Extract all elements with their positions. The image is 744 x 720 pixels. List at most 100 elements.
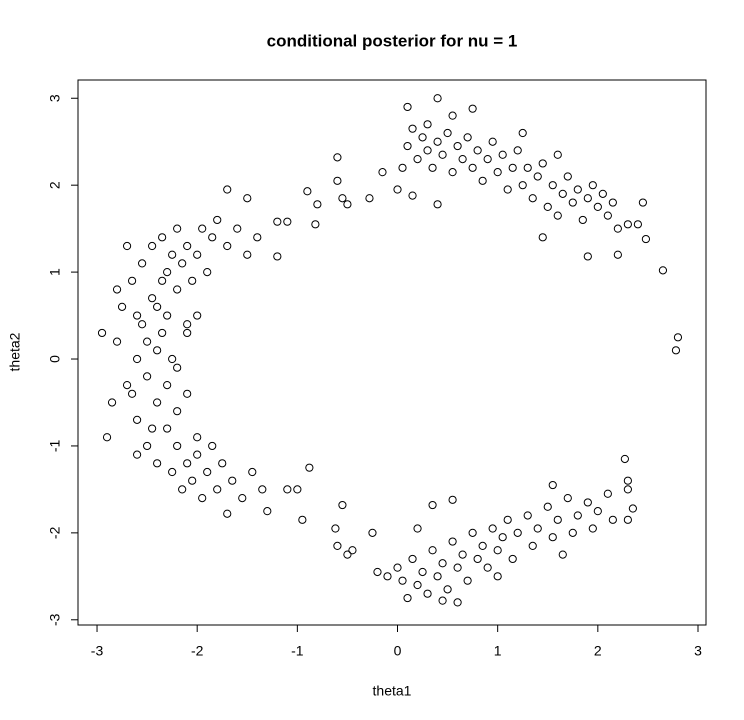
point xyxy=(338,500,347,510)
point xyxy=(132,311,142,320)
point xyxy=(613,224,622,233)
point xyxy=(283,485,292,494)
point xyxy=(483,154,492,164)
point xyxy=(528,194,537,203)
point xyxy=(383,572,392,581)
point xyxy=(503,185,512,194)
point xyxy=(193,311,202,320)
point xyxy=(398,163,407,172)
point xyxy=(428,163,437,172)
point xyxy=(122,241,132,251)
point xyxy=(443,585,452,594)
point xyxy=(258,485,267,494)
point xyxy=(593,507,602,516)
point xyxy=(438,150,447,159)
point xyxy=(393,185,402,194)
point xyxy=(305,463,314,472)
point xyxy=(218,459,227,468)
point xyxy=(488,137,497,146)
point xyxy=(458,550,467,559)
point xyxy=(658,266,668,275)
point xyxy=(548,480,557,490)
point xyxy=(173,407,182,416)
y-tick-label: 0 xyxy=(47,355,63,363)
point xyxy=(513,528,522,537)
point xyxy=(213,215,222,225)
x-tick-label: 3 xyxy=(694,643,702,659)
y-tick-label: -2 xyxy=(47,526,63,539)
point xyxy=(583,498,592,507)
x-tick-label: -1 xyxy=(291,643,304,659)
point xyxy=(468,163,477,172)
point xyxy=(613,250,622,259)
point xyxy=(373,567,382,577)
point xyxy=(228,476,237,485)
y-axis-title: theta2 xyxy=(7,332,23,371)
x-tick-label: 1 xyxy=(494,643,502,659)
point xyxy=(638,198,647,207)
point xyxy=(538,233,547,242)
point xyxy=(107,398,117,407)
point xyxy=(238,493,247,503)
point xyxy=(588,524,597,533)
point xyxy=(193,250,202,259)
point xyxy=(283,217,292,226)
point xyxy=(178,259,187,268)
point xyxy=(453,598,462,607)
point xyxy=(132,450,142,459)
point xyxy=(163,267,172,277)
point xyxy=(198,224,207,233)
point xyxy=(468,528,477,537)
point xyxy=(243,194,252,203)
point xyxy=(583,252,592,261)
point xyxy=(553,211,562,220)
x-tick-label: -3 xyxy=(91,643,104,659)
point xyxy=(233,224,242,233)
point xyxy=(343,200,352,209)
point xyxy=(623,476,632,485)
point xyxy=(568,198,577,207)
point xyxy=(473,146,482,155)
point xyxy=(528,541,537,551)
point xyxy=(623,485,632,494)
point xyxy=(173,363,182,372)
point xyxy=(448,111,457,120)
point xyxy=(223,241,232,251)
point xyxy=(273,252,282,261)
point xyxy=(168,467,177,477)
point xyxy=(193,450,202,459)
point xyxy=(598,189,607,198)
point xyxy=(473,554,482,564)
point xyxy=(603,211,612,220)
point xyxy=(148,424,157,433)
point xyxy=(183,389,192,398)
point xyxy=(163,311,172,320)
point xyxy=(153,398,162,407)
point xyxy=(608,198,617,207)
point xyxy=(548,181,557,190)
point xyxy=(671,346,681,355)
point xyxy=(198,493,207,503)
point xyxy=(438,559,447,568)
point xyxy=(418,567,427,577)
point xyxy=(633,220,642,229)
point xyxy=(533,172,542,181)
point xyxy=(458,154,467,164)
point xyxy=(132,415,142,424)
point xyxy=(168,354,177,364)
point xyxy=(641,234,651,244)
point xyxy=(438,596,447,605)
point xyxy=(183,320,192,329)
point xyxy=(453,141,462,151)
point xyxy=(173,224,182,233)
point xyxy=(433,200,442,209)
point xyxy=(508,554,517,564)
point xyxy=(488,524,497,533)
point xyxy=(158,328,167,338)
point xyxy=(578,215,587,225)
point xyxy=(548,533,557,542)
point xyxy=(148,294,157,303)
point xyxy=(333,153,342,162)
point xyxy=(143,372,152,381)
point xyxy=(583,194,592,203)
